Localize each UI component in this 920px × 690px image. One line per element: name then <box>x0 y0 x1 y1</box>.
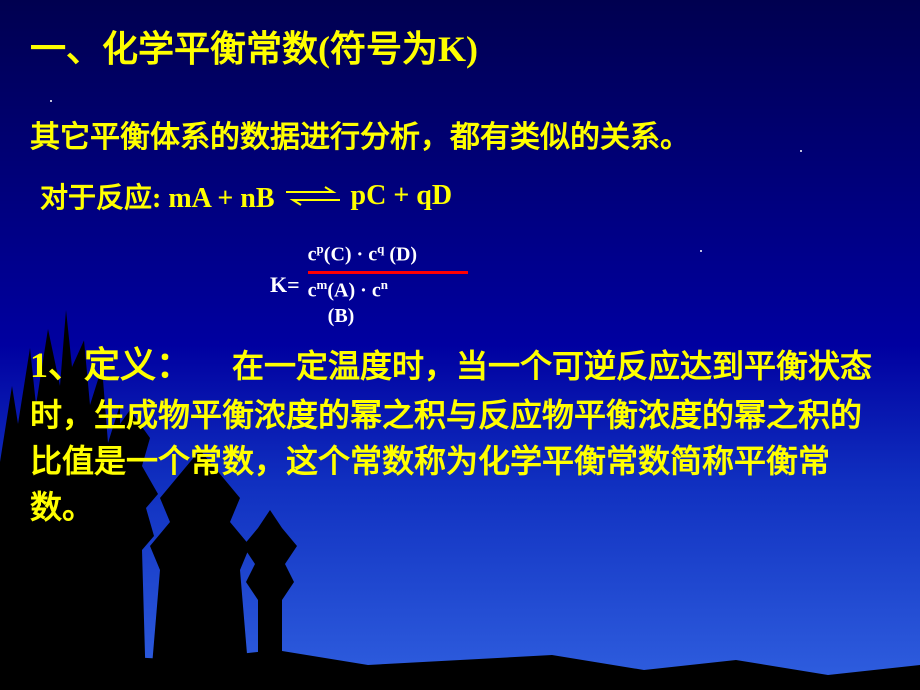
reaction-right: pC + qD <box>351 180 453 212</box>
denominator-cont: (B) <box>328 303 355 329</box>
reaction-left: 对于反应: mA + nB <box>40 176 275 216</box>
slide-content: 一、化学平衡常数(符号为K) 其它平衡体系的数据进行分析，都有类似的关系。 对于… <box>0 0 920 551</box>
fraction-line <box>308 271 468 274</box>
reaction-equation: 对于反应: mA + nB pC + qD <box>40 176 890 216</box>
definition-label: 1、定义： <box>30 345 192 385</box>
equilibrium-arrow-icon <box>283 184 343 208</box>
k-equals: K= <box>270 271 300 300</box>
slide-title: 一、化学平衡常数(符号为K) <box>30 20 890 72</box>
ground-silhouette <box>0 640 920 690</box>
intro-text: 其它平衡体系的数据进行分析，都有类似的关系。 <box>30 112 890 156</box>
numerator: cp(C) · cq (D) <box>308 241 417 268</box>
equilibrium-formula: K= cp(C) · cq (D) cm(A) · cn (B) <box>270 241 890 329</box>
fraction: cp(C) · cq (D) cm(A) · cn (B) <box>308 241 468 329</box>
definition-block: 1、定义：在一定温度时，当一个可逆反应达到平衡状态时，生成物平衡浓度的幂之积与反… <box>30 339 890 530</box>
denominator: cm(A) · cn <box>308 277 388 304</box>
